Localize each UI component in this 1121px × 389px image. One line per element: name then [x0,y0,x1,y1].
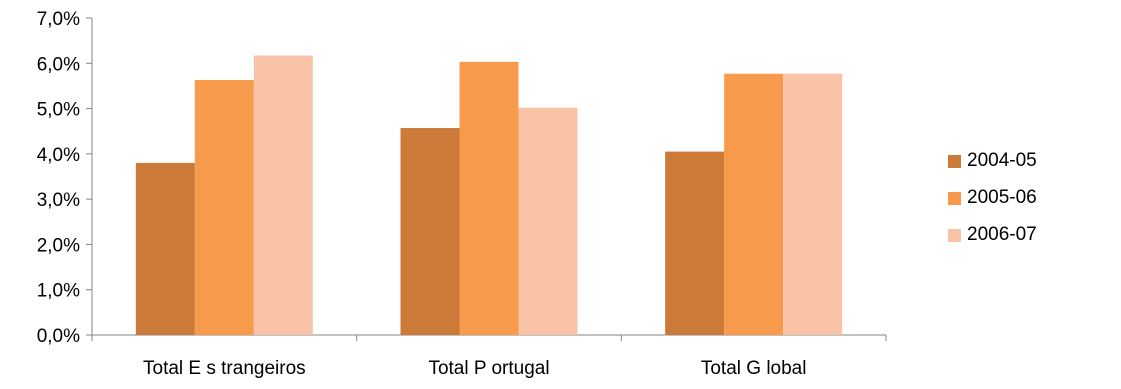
legend-swatch [948,154,961,168]
y-tick-label: 4,0% [37,145,80,166]
bar-2006-07 [783,73,843,336]
x-category-label: Total E s trangeiros [143,358,306,379]
y-tick-label: 7,0% [37,9,80,30]
x-category-label: Total G lobal [701,358,807,379]
legend-swatch [948,228,961,242]
chart-legend: 2004-05 2005-06 2006-07 [948,150,1037,261]
legend-label: 2004-05 [967,150,1037,171]
legend-item-2004-05: 2004-05 [948,150,1037,172]
bar-2004-05 [665,151,725,335]
bar-2005-06 [724,73,784,336]
y-tick-label: 6,0% [37,54,80,75]
y-tick-label: 5,0% [37,100,80,121]
bar-2006-07 [253,55,313,335]
y-tick-label: 3,0% [37,190,80,211]
bar-2004-05 [400,128,460,335]
bar-2006-07 [518,107,578,335]
y-tick-label: 1,0% [37,281,80,302]
bar-2005-06 [194,80,254,335]
bar-2005-06 [459,61,519,335]
y-tick-labels: 0,0% 1,0% 2,0% 3,0% 4,0% 5,0% 6,0% 7,0% [37,9,80,347]
bar-2004-05 [135,162,195,335]
legend-swatch [948,191,961,205]
y-tick-label: 0,0% [37,326,80,347]
x-category-label: Total P ortugal [428,358,549,379]
chart-bars [135,55,843,336]
legend-label: 2005-06 [967,187,1037,208]
y-tick-label: 2,0% [37,235,80,256]
legend-item-2005-06: 2005-06 [948,187,1037,209]
x-category-labels: Total E s trangeiros Total P ortugal Total… [143,358,806,379]
legend-label: 2006-07 [967,224,1037,245]
legend-item-2006-07: 2006-07 [948,224,1037,246]
